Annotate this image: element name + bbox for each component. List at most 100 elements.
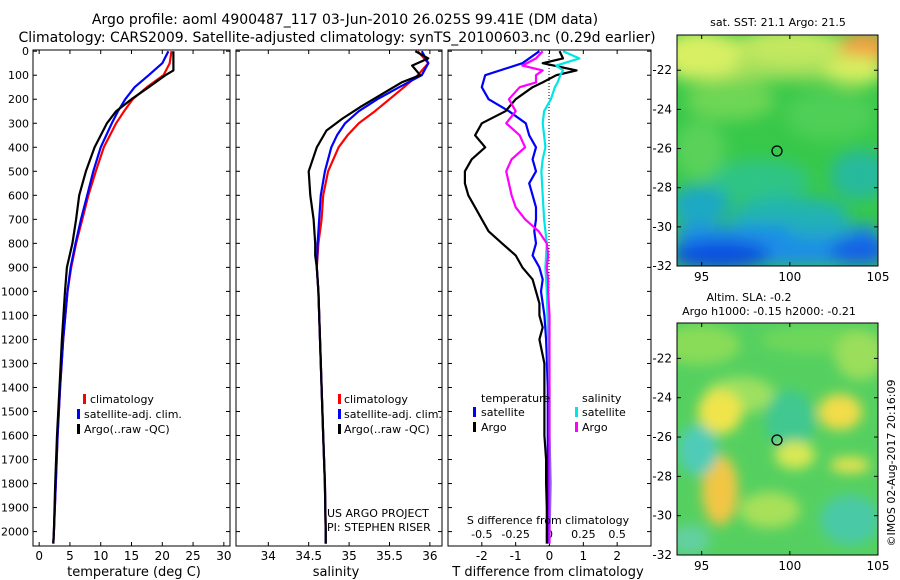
x-tick-label: 30 [216,549,231,563]
depth-tick-label: 200 [8,93,29,106]
temperature-x-label: temperature (deg C) [67,565,201,580]
x-tick-label: 34.5 [295,549,322,563]
legend-temperature-header: temperature [481,392,550,405]
sla-map-image [677,323,878,555]
depth-tick-label: 600 [8,189,29,202]
title-line-1: Argo profile: aoml 4900487_117 03-Jun-20… [92,12,598,28]
map-lon-label: 95 [694,559,709,573]
map-lat-label: -32 [652,548,672,562]
depth-axis: 0 100 200 300 400 500 600 700 800 900 1000 1100 1200… [1,45,651,539]
sla-float-marker [771,434,783,446]
depth-tick-label: 1800 [1,478,29,491]
s-diff-tick-label: 0.25 [571,528,596,541]
depth-tick-label: 0 [22,45,29,58]
legend-swatch-s-satellite [575,407,578,417]
map-lon-label: 105 [867,559,890,573]
s-diff-tick-label: -0.5 [471,528,492,541]
series-line-argo-raw-qc [307,50,430,544]
temperature-x-axis: 0 5 10 15 20 25 30 [35,50,231,563]
sla-map-axis: -22 -24 -26 -28 -30 -32 95 100 105 [652,323,889,573]
imos-credit: ©IMOS 02-Aug-2017 20:16:09 [885,380,898,547]
sla-map-frame [676,322,879,556]
map-lat-label: -28 [652,469,672,483]
depth-tick-label: 500 [8,165,29,178]
depth-tick-label: 1900 [1,502,29,515]
legend-s-argo: Argo [582,421,608,434]
depth-tick-label: 300 [8,117,29,130]
map-lat-label: -24 [652,391,672,405]
depth-tick-label: 1000 [1,285,29,298]
map-lat-label: -26 [652,142,672,156]
temperature-panel-frame [32,49,231,547]
salinity-x-axis: 34 34.5 35 35.5 36 [261,50,438,563]
map-lat-label: -30 [652,220,672,234]
depth-tick-label: 1700 [1,454,29,467]
x-tick-label: 1 [580,549,588,563]
depth-tick-label: 1200 [1,333,29,346]
depth-tick-label: 1300 [1,357,29,370]
s-diff-tick-label: 0.5 [608,528,626,541]
legend-swatch-argo [338,424,341,434]
sst-map-image [677,35,878,266]
x-tick-label: -1 [510,549,522,563]
x-tick-label: 25 [185,549,200,563]
sst-map-axis: -22 -24 -26 -28 -30 -32 95 100 105 [652,35,889,284]
x-tick-label: -2 [476,549,488,563]
salinity-x-label: salinity [313,565,360,580]
t-difference-x-label: T difference from climatology [451,565,644,580]
series-line-argo-raw-qc [52,51,175,544]
depth-tick-label: 1600 [1,430,29,443]
map-lon-label: 95 [694,270,709,284]
depth-tick-label: 400 [8,141,29,154]
x-tick-label: 35 [341,549,356,563]
series-line-t-satellite [480,50,549,544]
s-difference-label: S difference from climatology [467,514,630,527]
legend-swatch-climatology [83,394,86,404]
depth-tick-label: 700 [8,213,29,226]
difference-series [463,50,581,544]
map-lon-label: 100 [778,559,801,573]
temperature-series [52,50,175,544]
difference-legend: temperature salinity satellite Argo sate… [473,392,626,434]
legend-t-satellite: satellite [481,406,525,419]
legend-t-argo: Argo [481,421,507,434]
x-tick-label: 0 [546,549,554,563]
x-tick-label: 5 [66,549,74,563]
x-tick-label: 36 [422,549,437,563]
map-lat-label: -26 [652,430,672,444]
x-tick-label: 35.5 [376,549,403,563]
x-tick-label: 10 [93,549,108,563]
legend-salinity-header: salinity [582,392,622,405]
depth-tick-label: 100 [8,69,29,82]
temperature-legend: climatology satellite-adj. clim. Argo(..… [77,393,182,436]
map-lat-label: -22 [652,63,672,77]
map-lon-label: 105 [867,270,890,284]
x-tick-label: 2 [613,549,621,563]
sla-map-title-1: Altim. SLA: -0.2 [706,291,791,304]
depth-tick-label: 1100 [1,309,29,322]
x-tick-label: 15 [124,549,139,563]
project-name: US ARGO PROJECT [327,507,429,520]
legend-swatch-t-satellite [473,407,476,417]
legend-s-satellite: satellite [582,406,626,419]
map-lat-label: -32 [652,259,672,273]
series-line-s-argo [505,50,551,544]
salinity-panel-frame [235,49,443,547]
sst-float-marker [771,145,783,157]
sst-map-title: sat. SST: 21.1 Argo: 21.5 [710,16,846,29]
legend-swatch-s-argo [575,422,578,432]
depth-tick-label: 900 [8,261,29,274]
legend-argo: Argo(..raw -QC) [84,423,170,436]
map-lat-label: -28 [652,181,672,195]
x-tick-label: 0 [35,549,43,563]
map-lon-label: 100 [778,270,801,284]
depth-tick-label: 2000 [1,526,29,539]
legend-swatch-satellite [77,409,80,419]
depth-tick-label: 1400 [1,381,29,394]
sla-map-title-2: Argo h1000: -0.15 h2000: -0.21 [682,305,856,318]
s-diff-tick-label: -0.25 [501,528,529,541]
legend-swatch-climatology [338,394,341,404]
map-lat-label: -22 [652,351,672,365]
legend-satellite: satellite-adj. clim. [344,408,442,421]
